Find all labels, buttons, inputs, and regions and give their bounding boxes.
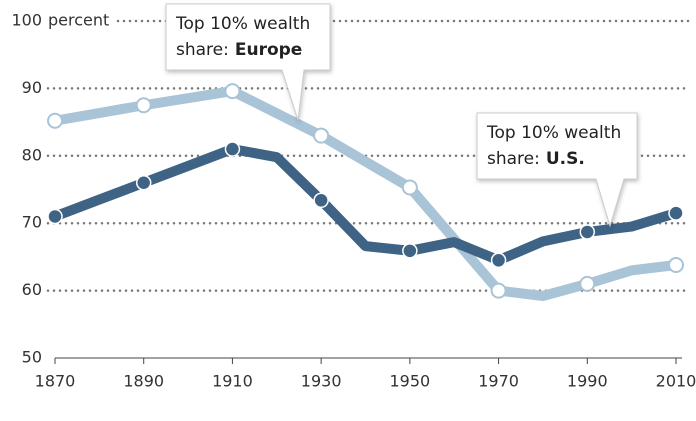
x-tick-label: 1890 — [123, 372, 164, 391]
point-marker — [224, 141, 241, 157]
x-tick-label: 2010 — [656, 372, 696, 391]
y-tick-label: 60 — [22, 280, 42, 299]
point-marker — [490, 252, 507, 269]
callout-box — [476, 112, 638, 228]
callout-text: share: — [176, 40, 229, 60]
point-marker — [313, 192, 329, 209]
x-tick-label: 1990 — [567, 372, 608, 391]
point-marker — [313, 127, 330, 144]
point-marker — [135, 175, 152, 191]
callout-text: share: Europe — [176, 40, 302, 60]
callout-text: share: — [487, 149, 540, 169]
point-marker — [135, 97, 152, 114]
point-marker — [402, 243, 418, 259]
x-tick-label: 1870 — [35, 372, 76, 391]
point-marker — [47, 112, 63, 129]
y-tick-label: 50 — [22, 348, 42, 367]
legend-entry: U.S. — [546, 149, 585, 169]
point-marker — [490, 282, 507, 299]
y-tick-label: 80 — [22, 145, 42, 164]
y-unit-label: percent — [48, 11, 109, 30]
x-tick-label: 1970 — [478, 372, 519, 391]
point-marker — [668, 256, 684, 273]
callout-text: Top 10% wealth — [175, 14, 310, 34]
y-tick-label: 90 — [22, 78, 42, 97]
callout-box — [165, 3, 331, 121]
callout: Top 10% wealth share: Europe — [165, 3, 331, 121]
x-tick-label: 1950 — [389, 372, 430, 391]
callout: Top 10% wealth share: U.S. — [476, 112, 638, 228]
x-tick-label: 1910 — [212, 372, 253, 391]
legend-entry: Europe — [235, 40, 302, 60]
x-tick-label: 1930 — [301, 372, 342, 391]
point-marker — [579, 275, 596, 292]
series-line — [53, 144, 678, 266]
callout-text: share: U.S. — [487, 149, 585, 169]
point-marker — [224, 83, 241, 100]
point-marker — [579, 224, 596, 240]
y-tick-label: 70 — [22, 213, 42, 232]
y-tick-label: 100 — [11, 11, 42, 30]
point-marker — [401, 179, 418, 196]
point-marker — [668, 205, 684, 221]
callout-text: Top 10% wealth — [486, 123, 621, 143]
point-marker — [47, 208, 63, 225]
